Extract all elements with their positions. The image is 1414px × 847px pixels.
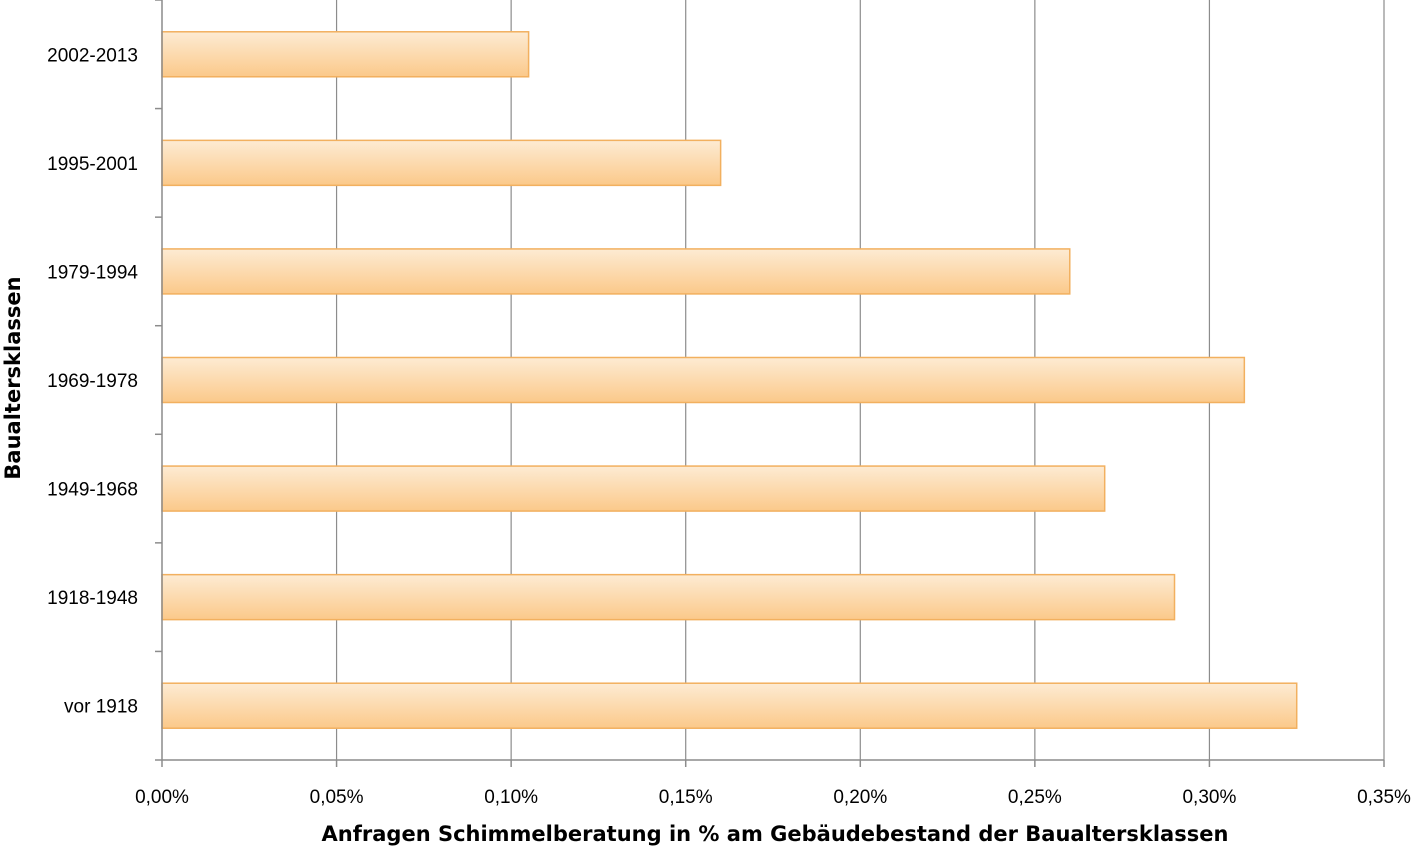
axes xyxy=(155,0,1385,767)
x-tick-label: 0,05% xyxy=(310,787,364,808)
y-tick-label: 2002-2013 xyxy=(47,45,138,66)
bar-1949-1968 xyxy=(161,465,1106,512)
y-tick-label: vor 1918 xyxy=(64,697,138,718)
y-tick-label: 1995-2001 xyxy=(47,154,138,175)
y-axis-title: Baualtersklassen xyxy=(1,276,25,479)
bars xyxy=(161,31,1298,729)
y-tick-label: 1979-1994 xyxy=(47,262,138,283)
x-tick-label: 0,15% xyxy=(659,787,713,808)
y-tick-label: 1918-1948 xyxy=(47,588,138,609)
x-tick-label: 0,25% xyxy=(1008,787,1062,808)
tick-labels: 2002-2013 1995-2001 1979-1994 1969-1978 1949… xyxy=(47,45,1411,808)
x-tick-label: 0,35% xyxy=(1357,787,1411,808)
bar-1918-1948 xyxy=(161,573,1176,621)
x-axis-title: Anfragen Schimmelberatung in % am Gebäud… xyxy=(322,822,1229,846)
bar-2002-2013 xyxy=(161,31,530,78)
y-tick-label: 1949-1968 xyxy=(47,480,138,501)
bar-vor-1918 xyxy=(161,682,1298,729)
x-tick-label: 0,30% xyxy=(1182,787,1236,808)
bar-1979-1994 xyxy=(161,248,1071,295)
y-tick-label: 1969-1978 xyxy=(47,371,138,392)
bar-1995-2001 xyxy=(161,139,722,187)
x-tick-label: 0,00% xyxy=(135,787,189,808)
x-tick-label: 0,20% xyxy=(833,787,887,808)
x-tick-label: 0,10% xyxy=(484,787,538,808)
bar-1969-1978 xyxy=(161,356,1246,404)
